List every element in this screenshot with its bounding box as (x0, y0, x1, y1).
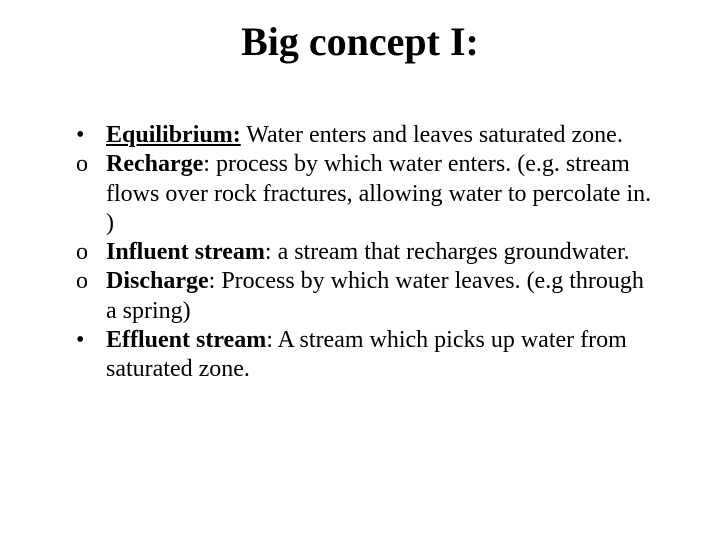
term-suffix: : (203, 151, 210, 177)
list-item: o Recharge: process by which water enter… (76, 150, 660, 238)
term: Recharge (106, 151, 203, 177)
term: Effluent stream (106, 327, 266, 353)
description: a stream that recharges groundwater. (272, 239, 630, 265)
bullet-marker: o (76, 238, 106, 267)
bullet-marker: o (76, 267, 106, 296)
list-item: • Effluent stream: A stream which picks … (76, 326, 660, 385)
bullet-list: • Equilibrium: Water enters and leaves s… (76, 121, 660, 384)
list-item: o Discharge: Process by which water leav… (76, 267, 660, 326)
bullet-marker: o (76, 150, 106, 179)
term: Equilibrium: (106, 122, 241, 148)
bullet-marker: • (76, 326, 106, 355)
term: Discharge (106, 268, 209, 294)
term-suffix: : (266, 327, 273, 353)
slide: Big concept I: • Equilibrium: Water ente… (0, 0, 720, 540)
list-item: • Equilibrium: Water enters and leaves s… (76, 121, 660, 150)
bullet-marker: • (76, 121, 106, 150)
term-suffix: : (265, 239, 272, 265)
description: Water enters and leaves saturated zone. (241, 122, 623, 148)
slide-title: Big concept I: (40, 18, 680, 65)
list-item: o Influent stream: a stream that recharg… (76, 238, 660, 267)
term: Influent stream (106, 239, 265, 265)
